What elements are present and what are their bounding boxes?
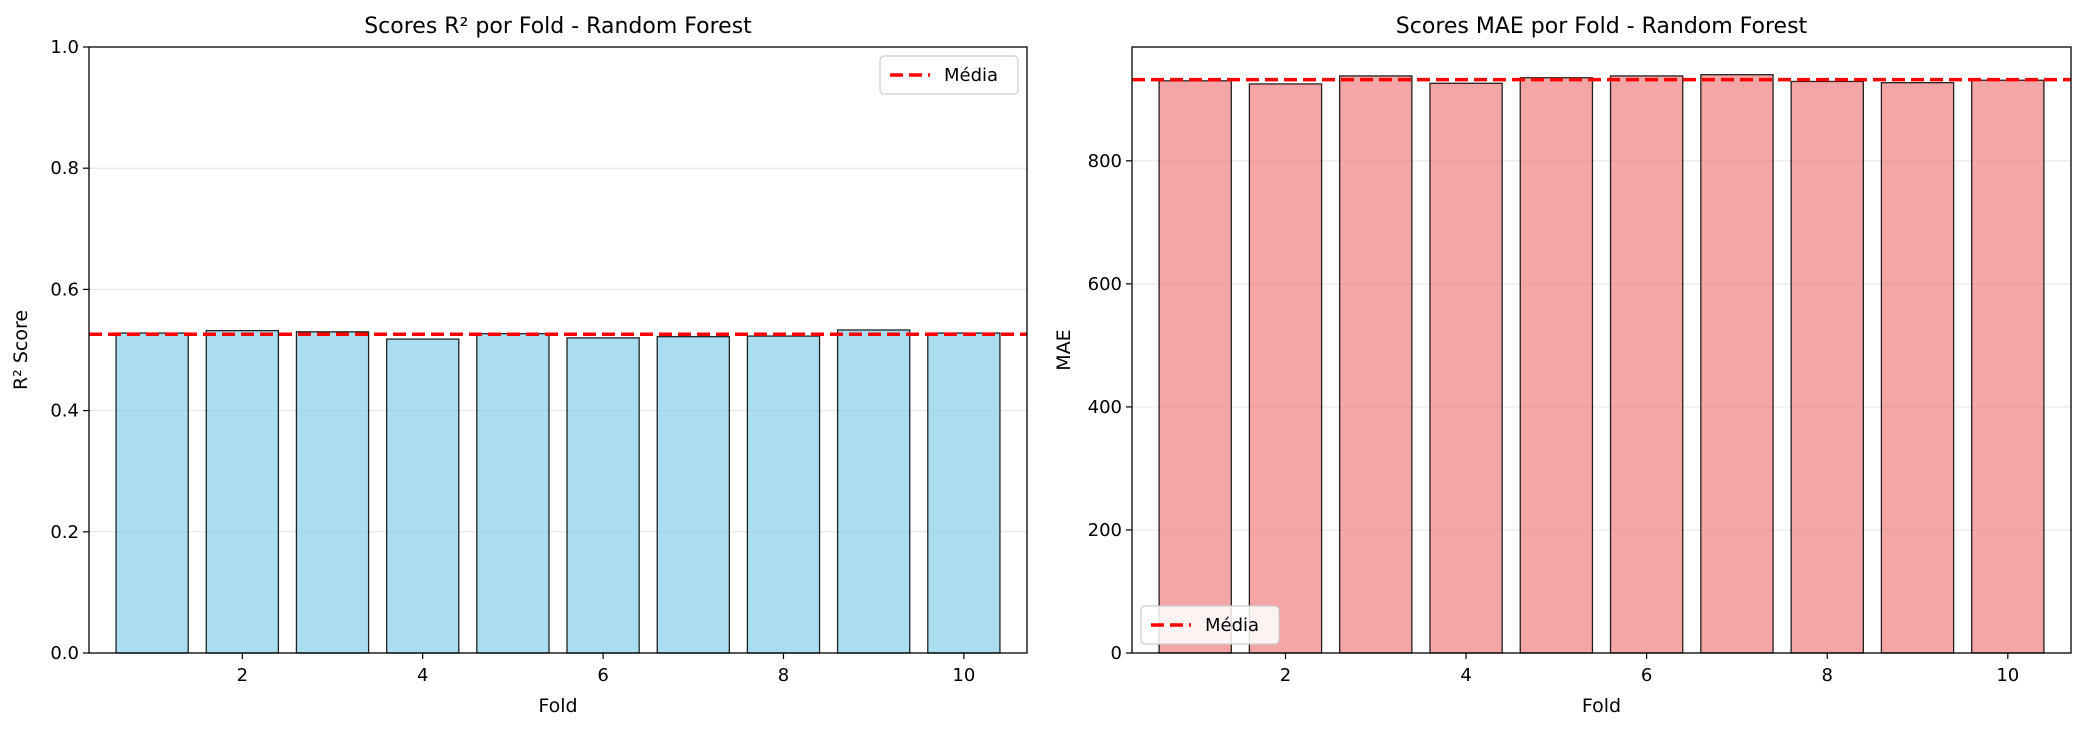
- bar-fold-7: [1700, 74, 1774, 654]
- chart-panel-1: 0.0 0.2 0.4 0.6 0.8 1.0 2 4 6 8 10 Scores R² por Fo…: [10, 14, 1028, 717]
- axes-frame: [1131, 46, 2072, 654]
- x-tick-label: 2: [1280, 665, 1291, 686]
- y-tick-label: 800: [1088, 151, 1122, 172]
- x-tick-label: 10: [952, 665, 975, 686]
- bar-fold-5: [1519, 77, 1594, 654]
- bar-fold-2: [1248, 83, 1323, 654]
- bar-fold-10: [927, 332, 1001, 654]
- chart-title: Scores MAE por Fold - Random Forest: [1396, 14, 1808, 39]
- y-tick-label: 0.6: [50, 279, 79, 300]
- bar-fold-3: [295, 331, 370, 654]
- x-tick-label: 6: [1641, 665, 1652, 686]
- y-tick-label: 1.0: [50, 37, 79, 58]
- x-tick-label: 4: [417, 665, 428, 686]
- legend: Média: [1140, 605, 1280, 645]
- y-tick-label: 200: [1088, 520, 1122, 541]
- x-tick-label: 4: [1460, 665, 1471, 686]
- legend: Média: [879, 55, 1019, 95]
- x-tick-label: 2: [237, 665, 248, 686]
- y-axis-label: R² Score: [10, 310, 32, 390]
- y-tick-label: 0: [1111, 643, 1122, 664]
- chart-panel-2: 0 200 400 600 800 2 4 6 8 10 Scores MAE por Fold -…: [1053, 14, 2072, 717]
- bar-fold-6: [1609, 75, 1684, 654]
- bar-fold-4: [385, 338, 460, 654]
- bar-fold-10: [1971, 79, 2045, 654]
- bar-fold-1: [1158, 80, 1232, 654]
- y-tick-label: 0.0: [50, 643, 79, 664]
- x-tick-label: 8: [778, 665, 789, 686]
- bar-fold-5: [476, 332, 550, 654]
- bar-fold-3: [1339, 75, 1413, 654]
- bar-fold-7: [656, 336, 731, 654]
- y-axis-label: MAE: [1053, 329, 1075, 370]
- bar-fold-1: [115, 332, 189, 654]
- bar-fold-8: [1790, 80, 1864, 654]
- y-tick-label: 0.8: [50, 158, 79, 179]
- axes-frame: [88, 46, 1028, 654]
- x-axis-label: Fold: [538, 695, 577, 717]
- bar-fold-4: [1429, 82, 1503, 654]
- chart-title: Scores R² por Fold - Random Forest: [364, 14, 752, 39]
- legend-box: [1140, 605, 1280, 645]
- y-tick-label: 0.4: [50, 401, 79, 422]
- x-tick-label: 8: [1821, 665, 1832, 686]
- bar-fold-9: [836, 329, 911, 654]
- legend-label: Média: [944, 65, 998, 86]
- y-tick-label: 600: [1088, 274, 1122, 295]
- bar-fold-8: [746, 335, 821, 654]
- y-tick-label: 0.2: [50, 522, 79, 543]
- legend-label: Média: [1205, 615, 1259, 636]
- y-tick-label: 400: [1088, 397, 1122, 418]
- bar-fold-2: [205, 329, 280, 654]
- x-tick-label: 10: [1996, 665, 2019, 686]
- x-tick-label: 6: [597, 665, 608, 686]
- x-axis-label: Fold: [1582, 695, 1621, 717]
- bar-fold-6: [566, 337, 640, 654]
- legend-box: [879, 55, 1019, 95]
- bar-fold-9: [1880, 82, 1955, 654]
